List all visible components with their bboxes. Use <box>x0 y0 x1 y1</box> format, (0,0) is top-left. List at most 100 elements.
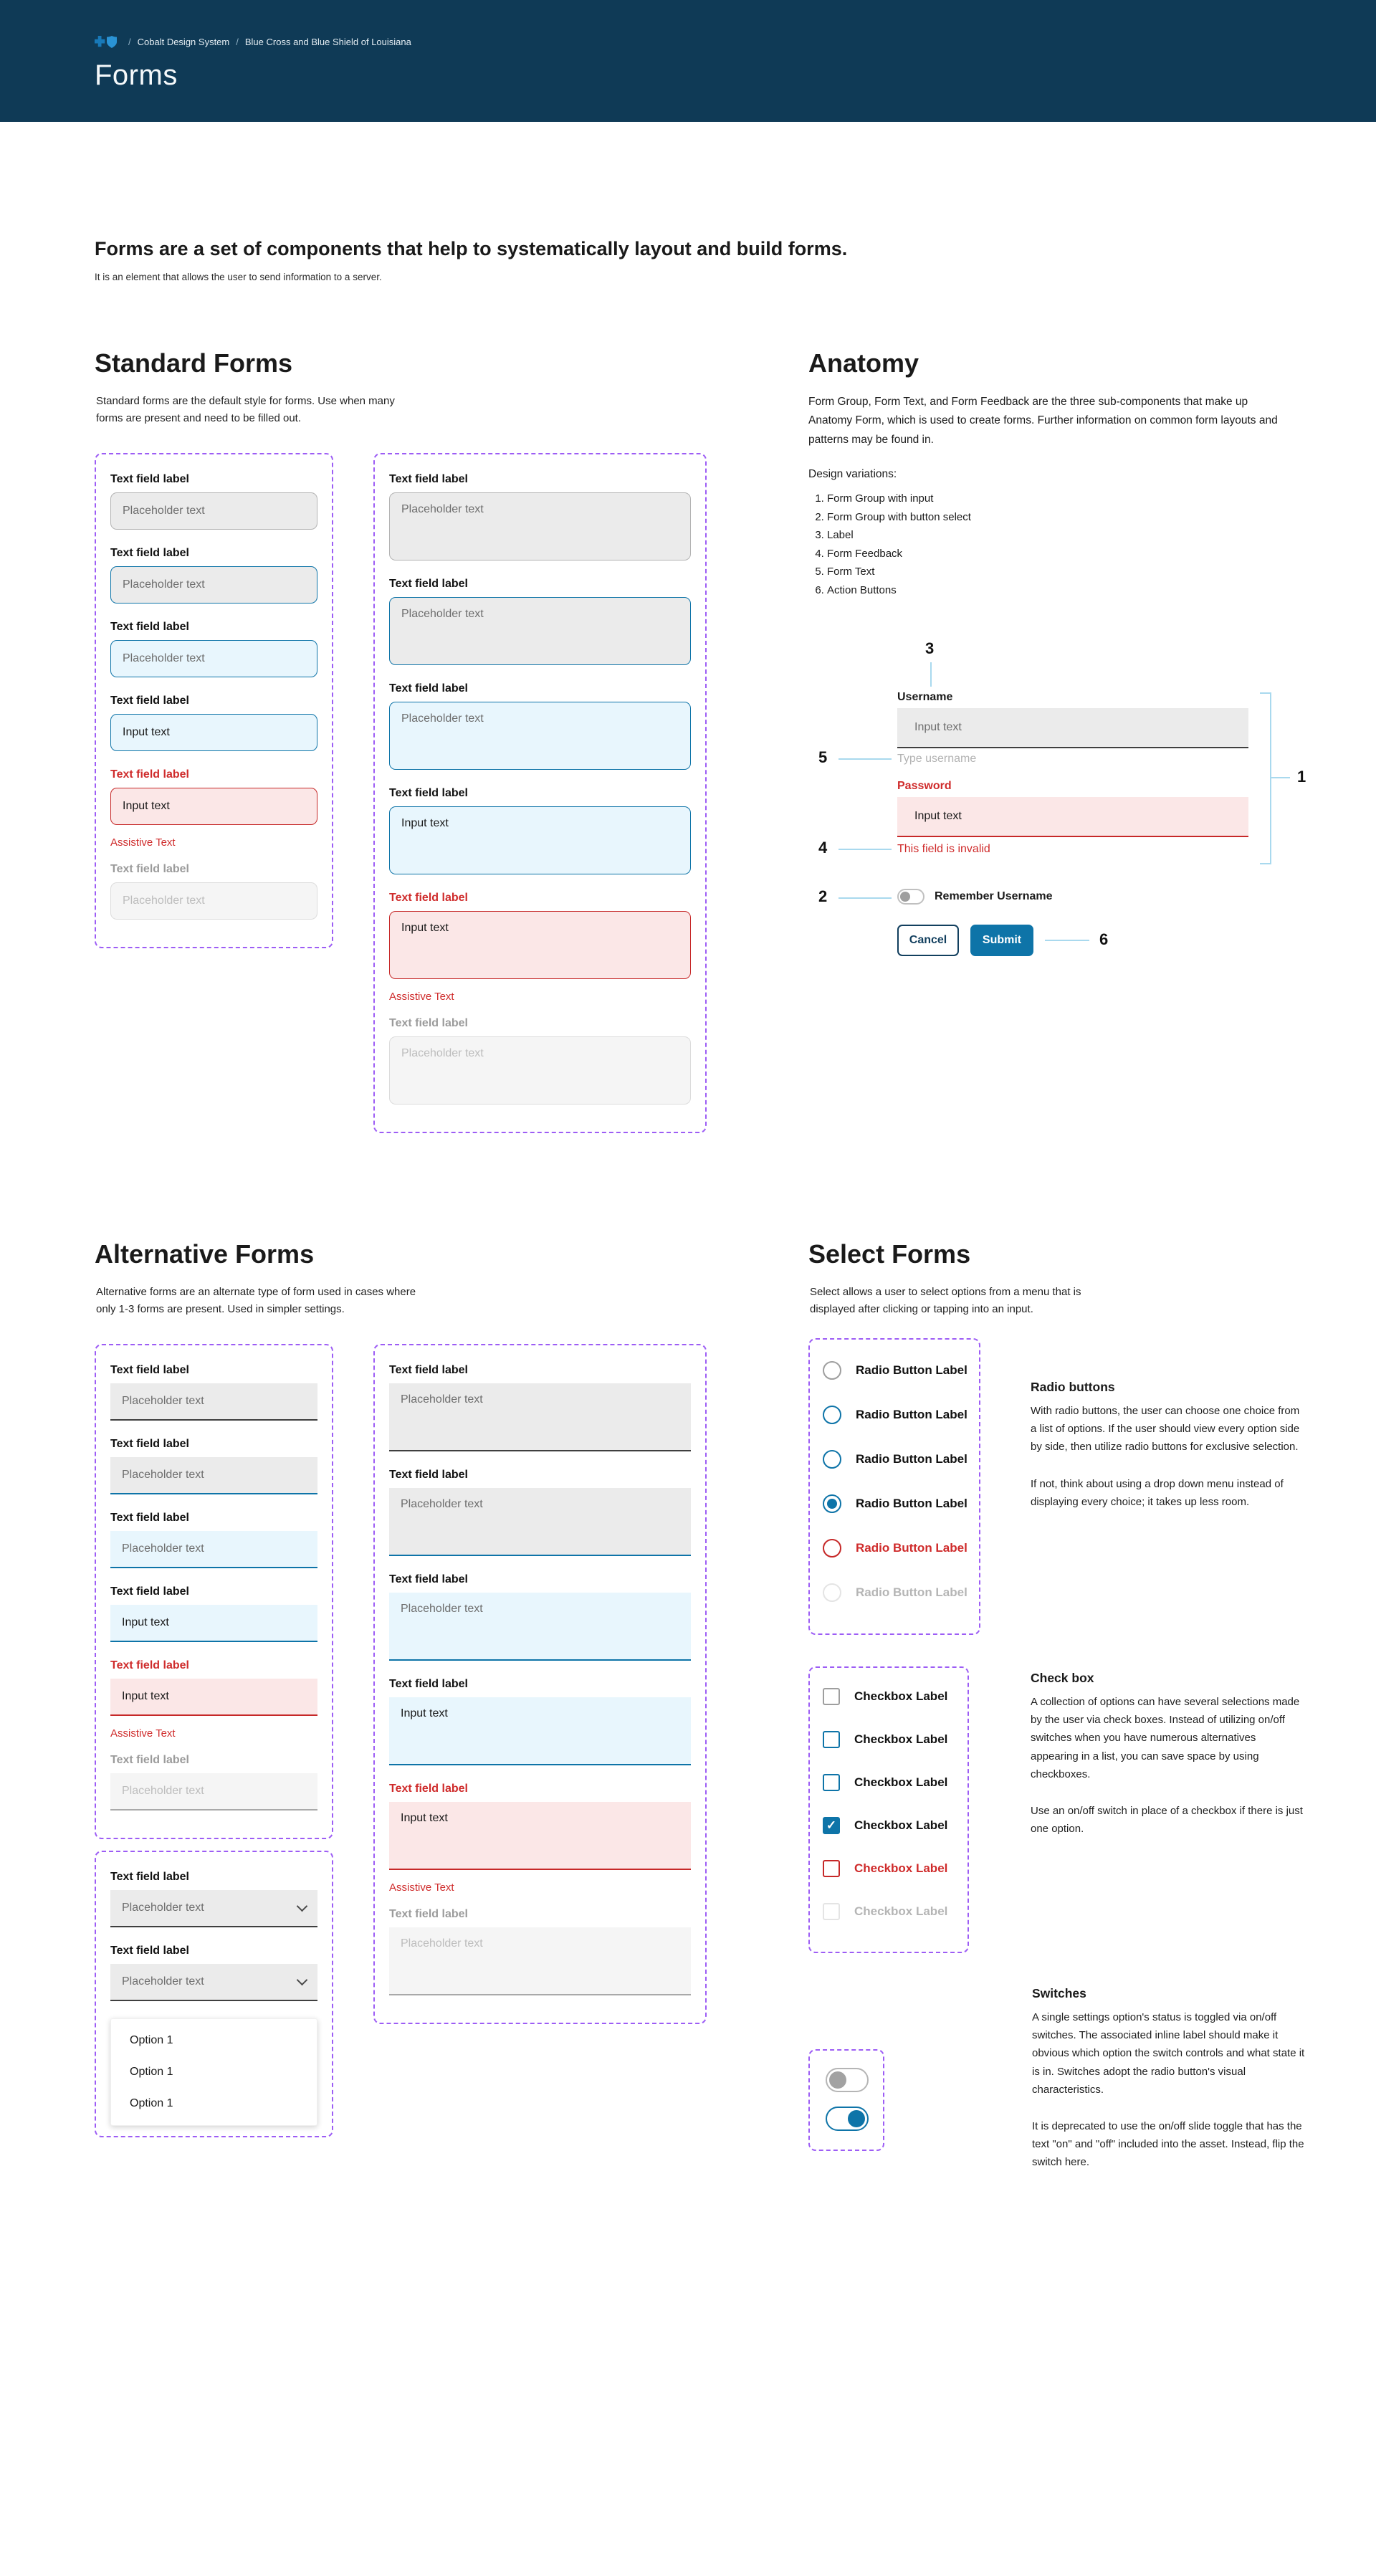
breadcrumb-item-company[interactable]: Blue Cross and Blue Shield of Louisiana <box>244 37 411 47</box>
radio-selected-icon[interactable] <box>823 1494 841 1513</box>
username-input[interactable]: Input text <box>897 708 1248 749</box>
text-field-disabled: Text field label Placeholder text <box>110 863 317 920</box>
radio-buttons-text: Radio buttons With radio buttons, the us… <box>1031 1338 1306 1530</box>
checkbox-label: Checkbox Label <box>854 1861 948 1875</box>
checkbox-option-error: Checkbox Label <box>823 1860 956 1877</box>
switches-row: Switches A single settings option's stat… <box>808 1986 1310 2190</box>
breadcrumb-item-design-system[interactable]: Cobalt Design System <box>137 37 230 47</box>
text-input[interactable]: Placeholder text <box>110 566 317 604</box>
text-input[interactable]: Placeholder text <box>110 1531 317 1568</box>
textarea-focus: Text field label Placeholder text <box>389 682 691 770</box>
select-option[interactable]: Option 1 <box>130 2097 173 2109</box>
checkbox-icon[interactable] <box>823 1860 840 1877</box>
radio-icon[interactable] <box>823 1450 841 1469</box>
input-value: Input text <box>914 810 962 823</box>
checkbox-option-hover: Checkbox Label <box>823 1731 956 1748</box>
textarea-error: Text field label Input text <box>389 892 691 979</box>
toggle-knob <box>900 892 910 902</box>
text-input[interactable]: Placeholder text <box>110 1457 317 1494</box>
textarea-default: Text field label Placeholder text <box>389 1364 691 1451</box>
bcbs-logo-icon <box>95 36 122 48</box>
submit-button[interactable]: Submit <box>970 925 1033 957</box>
checkbox-option-focus: Checkbox Label <box>823 1774 956 1791</box>
switch-on[interactable] <box>826 2107 869 2131</box>
text-field-hover: Text field label Placeholder text <box>110 547 317 604</box>
checkbox-label: Checkbox Label <box>854 1904 948 1918</box>
assistive-text: Assistive Text <box>389 1881 454 1894</box>
textarea-disabled: Text field label Placeholder text <box>389 1017 691 1105</box>
text-field-filled: Text field label Input text <box>110 695 317 751</box>
select-option[interactable]: Option 1 <box>130 2034 173 2046</box>
textarea-input[interactable]: Placeholder text <box>389 492 691 560</box>
select-value: Placeholder text <box>122 1975 204 1988</box>
field-label: Text field label <box>389 892 468 904</box>
marker-4: 4 <box>818 839 828 857</box>
textarea-default: Text field label Placeholder text <box>389 473 691 560</box>
textarea-input[interactable]: Input text <box>389 911 691 979</box>
password-input[interactable]: Input text <box>897 797 1248 838</box>
anatomy-description: Form Group, Form Text, and Form Feedback… <box>808 396 1278 446</box>
assistive-text: Assistive Text <box>110 1727 176 1740</box>
radio-option-selected: Radio Button Label <box>823 1494 968 1513</box>
textarea-input[interactable]: Input text <box>389 1802 691 1870</box>
marker-3: 3 <box>925 639 935 658</box>
radio-icon[interactable] <box>823 1539 841 1557</box>
textarea-focus: Text field label Placeholder text <box>389 1573 691 1661</box>
textarea-input[interactable]: Input text <box>389 806 691 874</box>
textarea-input[interactable]: Placeholder text <box>389 1383 691 1451</box>
checkbox-icon[interactable] <box>823 1774 840 1791</box>
textarea-input[interactable]: Placeholder text <box>389 1488 691 1556</box>
design-variations-label: Design variations: <box>808 468 897 481</box>
checkbox-checked-icon[interactable]: ✓ <box>823 1817 840 1834</box>
cancel-button[interactable]: Cancel <box>897 925 959 957</box>
select-input[interactable]: Placeholder text <box>110 1964 317 2001</box>
switch-off[interactable] <box>826 2068 869 2092</box>
input-value: Placeholder text <box>122 1469 204 1481</box>
text-field-default: Text field label Placeholder text <box>110 1364 317 1421</box>
text-input[interactable]: Placeholder text <box>110 1383 317 1421</box>
checkbox-specimens: Checkbox Label Checkbox Label Checkbox L… <box>808 1666 969 1953</box>
remember-toggle[interactable] <box>897 889 924 905</box>
field-label: Text field label <box>110 473 189 485</box>
textarea-input[interactable]: Input text <box>389 1697 691 1765</box>
standard-textarea-specimens: Text field label Placeholder text Text f… <box>373 453 707 1133</box>
text-input[interactable]: Input text <box>110 714 317 751</box>
connector-line <box>838 897 892 900</box>
text-input[interactable]: Input text <box>110 1679 317 1716</box>
select-option[interactable]: Option 1 <box>130 2066 173 2078</box>
form-feedback: This field is invalid <box>897 843 990 856</box>
checkbox-paragraph: Use an on/off switch in place of a check… <box>1031 1804 1303 1836</box>
checkbox-icon[interactable] <box>823 1688 840 1705</box>
textarea-input[interactable]: Placeholder text <box>389 1593 691 1661</box>
textarea-input[interactable]: Placeholder text <box>389 702 691 770</box>
select-input[interactable]: Placeholder text <box>110 1890 317 1927</box>
radio-specimens: Radio Button Label Radio Button Label Ra… <box>808 1338 980 1635</box>
radio-option-hover: Radio Button Label <box>823 1406 968 1424</box>
radio-icon[interactable] <box>823 1406 841 1424</box>
switch-knob <box>848 2110 865 2127</box>
connector-line <box>1045 940 1089 942</box>
connector-line <box>838 758 892 760</box>
text-input[interactable]: Input text <box>110 1605 317 1642</box>
checkbox-icon[interactable] <box>823 1731 840 1748</box>
variation-item: Action Buttons <box>827 581 1310 600</box>
page-title: Forms <box>95 59 178 91</box>
assistive-text: Assistive Text <box>110 836 176 849</box>
text-input[interactable]: Placeholder text <box>110 640 317 677</box>
text-field-filled: Text field label Input text <box>110 1585 317 1642</box>
checkbox-label: Checkbox Label <box>854 1775 948 1789</box>
checkbox-option-default: Checkbox Label <box>823 1688 956 1705</box>
breadcrumb-separator: / <box>236 37 239 47</box>
field-label: Text field label <box>110 1945 189 1957</box>
textarea-input[interactable]: Placeholder text <box>389 597 691 665</box>
radio-buttons-row: Radio Button Label Radio Button Label Ra… <box>808 1338 1310 1635</box>
text-input[interactable]: Placeholder text <box>110 492 317 530</box>
select-field-open: Text field label Placeholder text <box>110 1945 317 2001</box>
main-content: Forms are a set of components that help … <box>0 122 1376 2190</box>
input-value: Input text <box>401 922 449 934</box>
radio-label: Radio Button Label <box>856 1541 968 1555</box>
anatomy-title: Anatomy <box>808 348 919 378</box>
radio-icon[interactable] <box>823 1361 841 1380</box>
text-input[interactable]: Input text <box>110 788 317 825</box>
